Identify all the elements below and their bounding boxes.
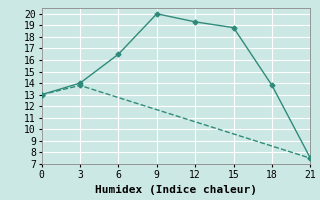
X-axis label: Humidex (Indice chaleur): Humidex (Indice chaleur) — [95, 185, 257, 195]
